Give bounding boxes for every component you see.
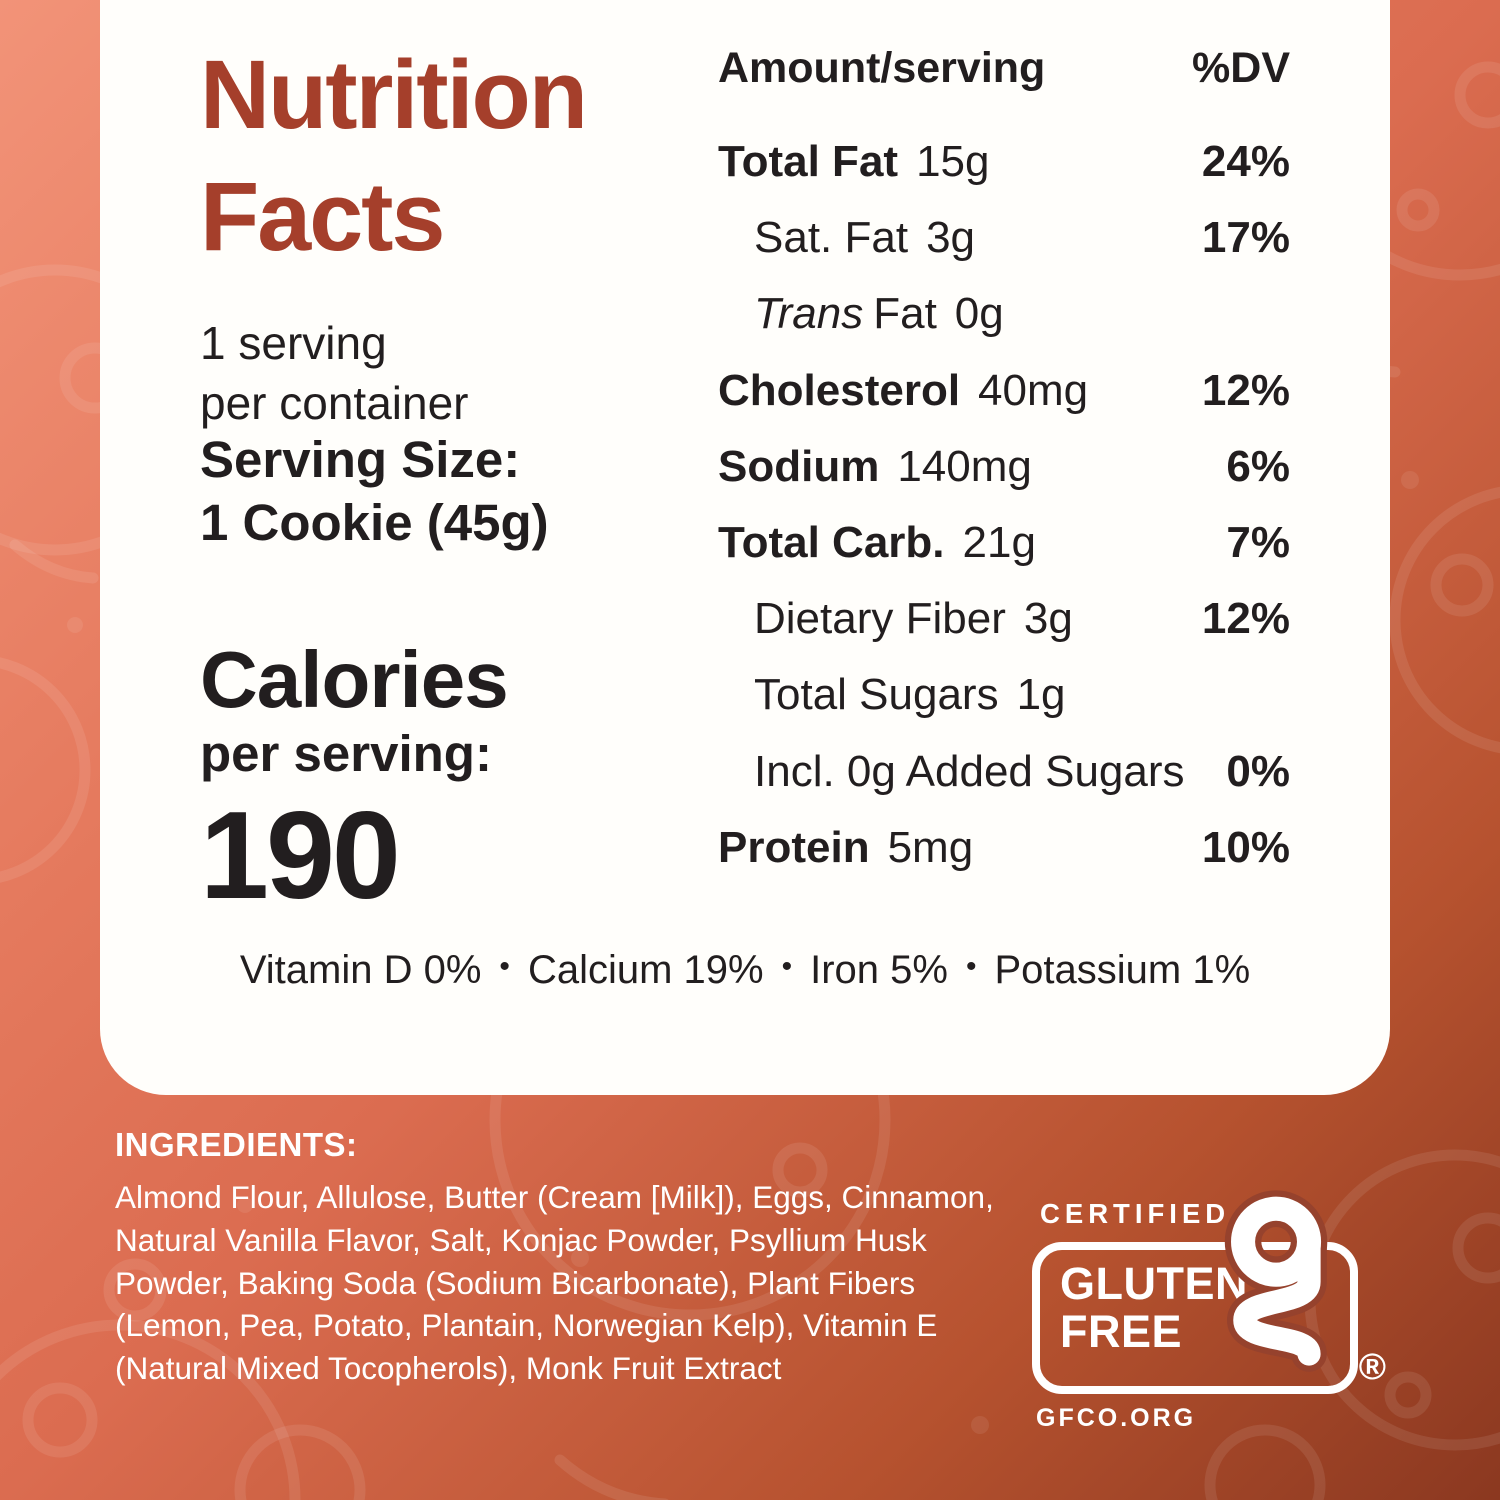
servings-line-1: 1 serving bbox=[200, 317, 387, 369]
micronutrient-item: Potassium 1% bbox=[994, 948, 1251, 992]
nutrition-row: Protein 5mg 10% bbox=[718, 822, 1290, 872]
daily-value-percent: 7% bbox=[1226, 517, 1290, 567]
gluten-free-badge: GLUTEN FREE ® bbox=[1032, 1190, 1386, 1394]
daily-value-percent: 24% bbox=[1201, 137, 1290, 186]
bullet-separator: • bbox=[499, 949, 510, 983]
gluten-free-g-icon bbox=[1224, 1190, 1328, 1372]
gluten-free-certification: CERTIFIED GLUTEN FREE ® GFCO.ORG bbox=[1032, 1190, 1386, 1433]
calories-sub-label: per serving: bbox=[200, 725, 492, 782]
ingredients-section: INGREDIENTS: Almond Flour, Allulose, But… bbox=[115, 1126, 1005, 1390]
nutrient-name-and-amount: Cholesterol 40mg bbox=[718, 365, 1089, 415]
nutrient-name-and-amount: Dietary Fiber 3g bbox=[754, 594, 1073, 644]
nutrient-name-and-amount: Protein 5mg bbox=[718, 822, 974, 872]
nutrition-facts-title: Nutrition Facts bbox=[200, 34, 588, 278]
serving-size: Serving Size: 1 Cookie (45g) bbox=[200, 428, 549, 554]
nutrition-table-header: Amount/serving %DV bbox=[718, 44, 1290, 93]
nutrition-row: Total Sugars 1g bbox=[718, 672, 1290, 718]
certified-label: CERTIFIED bbox=[1040, 1198, 1231, 1229]
nutrition-table-rows: Total Fat 15g 24% Sat. Fat 3g 17% Trans Fat 0g Ch… bbox=[718, 137, 1290, 872]
nutrition-row: Trans Fat 0g bbox=[718, 291, 1290, 337]
daily-value-percent: 12% bbox=[1201, 594, 1290, 644]
daily-value-percent: 17% bbox=[1201, 213, 1290, 263]
servings-line-2: per container bbox=[200, 376, 469, 429]
micronutrients-row: Vitamin D 0% • Calcium 19% • Iron 5% • Potassi… bbox=[140, 948, 1350, 993]
bullet-separator: • bbox=[781, 949, 793, 983]
nutrition-row: Dietary Fiber 3g 12% bbox=[718, 594, 1290, 644]
nutrient-name-and-amount: Total Sugars 1g bbox=[754, 670, 1066, 720]
micronutrient-item: Calcium 19% bbox=[527, 948, 764, 992]
calories-label: Calories bbox=[200, 635, 509, 724]
nutrient-name-and-amount: Sat. Fat 3g bbox=[754, 213, 976, 263]
serving-size-value: 1 Cookie (45g) bbox=[200, 494, 549, 552]
ingredients-label: INGREDIENTS: bbox=[115, 1126, 358, 1163]
free-label: FREE bbox=[1060, 1306, 1183, 1358]
daily-value-percent: 10% bbox=[1201, 822, 1290, 872]
ingredients-text: Almond Flour, Allulose, Butter (Cream [M… bbox=[115, 1179, 994, 1387]
nutrient-name-and-amount: Sodium 140mg bbox=[718, 441, 1032, 491]
nutrition-facts-card: Nutrition Facts 1 serving per container … bbox=[100, 0, 1390, 1095]
nutrition-row: Sodium 140mg 6% bbox=[718, 441, 1290, 491]
nutrition-table: Amount/serving %DV Total Fat 15g 24% Sat. F… bbox=[718, 44, 1290, 901]
calories-value: 190 bbox=[200, 787, 401, 925]
micronutrient-item: Iron 5% bbox=[810, 948, 948, 992]
nutrition-row: Total Carb. 21g 7% bbox=[718, 517, 1290, 567]
gluten-label: GLUTEN bbox=[1060, 1258, 1248, 1309]
nutrient-name-and-amount: Total Fat 15g bbox=[718, 137, 990, 186]
registered-trademark-icon: ® bbox=[1358, 1346, 1386, 1387]
nutrient-name-and-amount: Total Carb. 21g bbox=[718, 517, 1036, 567]
amount-serving-header: Amount/serving bbox=[718, 44, 1046, 92]
micronutrient-item: Vitamin D 0% bbox=[239, 948, 482, 992]
gfco-org-label: GFCO.ORG bbox=[1036, 1404, 1197, 1432]
daily-value-percent: 12% bbox=[1201, 365, 1290, 415]
title-line-2: Facts bbox=[200, 162, 445, 272]
nutrition-row: Total Fat 15g 24% bbox=[718, 137, 1290, 186]
dv-header: %DV bbox=[1192, 44, 1290, 92]
nutrition-row: Sat. Fat 3g 17% bbox=[718, 213, 1290, 263]
nutrition-row: Cholesterol 40mg 12% bbox=[718, 365, 1290, 415]
bullet-separator: • bbox=[965, 949, 977, 983]
servings-per-container: 1 serving per container bbox=[200, 314, 469, 434]
daily-value-percent: 0% bbox=[1226, 746, 1290, 796]
title-line-1: Nutrition bbox=[200, 40, 588, 149]
nutrient-name-and-amount: Incl. 0g Added Sugars bbox=[754, 746, 1185, 796]
nutrition-row: Incl. 0g Added Sugars 0% bbox=[718, 746, 1290, 796]
serving-size-label: Serving Size: bbox=[200, 431, 521, 488]
nutrient-name-and-amount: Trans Fat 0g bbox=[754, 289, 1004, 339]
daily-value-percent: 6% bbox=[1226, 441, 1290, 491]
